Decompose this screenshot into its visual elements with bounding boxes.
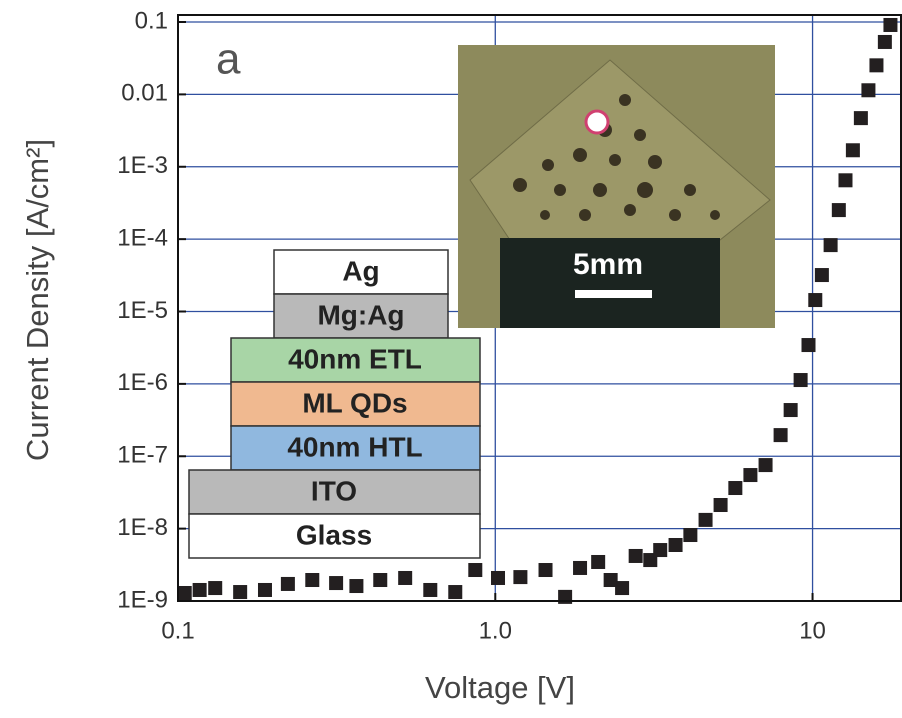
y-tick-label: 1E-5 (117, 297, 168, 324)
data-point (823, 238, 838, 253)
y-axis-label: Current Density [A/cm²] (20, 139, 55, 461)
y-tick-label: 0.1 (135, 7, 168, 34)
data-point (861, 83, 876, 98)
data-point (773, 428, 788, 443)
data-point (743, 468, 758, 483)
data-point (845, 143, 860, 158)
data-point (305, 573, 320, 588)
data-point (192, 582, 207, 597)
data-point (698, 512, 713, 527)
data-point (280, 576, 295, 591)
y-tick-label: 1E-4 (117, 224, 168, 251)
data-point (257, 582, 272, 597)
y-tick-label: 1E-9 (117, 586, 168, 613)
data-point (883, 17, 898, 32)
data-point (853, 111, 868, 126)
device-stack: Ag Mg:Ag 40nm ETL ML QDs 40nm HTL ITO Gl… (188, 249, 481, 559)
y-tick-label: 1E-3 (117, 152, 168, 179)
x-tick-label: 10 (799, 617, 826, 644)
data-point (758, 458, 773, 473)
x-tick-label: 0.1 (161, 617, 194, 644)
x-axis-label: Voltage [V] (425, 670, 575, 705)
data-point (591, 554, 606, 569)
data-point (398, 570, 413, 585)
data-point (208, 581, 223, 596)
data-point (628, 548, 643, 563)
y-tick-label: 1E-6 (117, 369, 168, 396)
data-point (668, 537, 683, 552)
data-point (801, 338, 816, 353)
data-point (573, 560, 588, 575)
data-point (728, 481, 743, 496)
plot-frame (177, 14, 902, 602)
layer-label: 40nm ETL (288, 343, 422, 374)
layer-label: 40nm HTL (287, 431, 422, 462)
data-point (808, 293, 823, 308)
y-tick-label: 1E-8 (117, 514, 168, 541)
data-point (349, 579, 364, 594)
data-point (783, 403, 798, 418)
y-tick-label: 1E-7 (117, 442, 168, 469)
layer-label: ITO (311, 475, 357, 506)
scale-bar-label: 5mm (573, 248, 643, 281)
y-tick-label: 0.01 (121, 80, 168, 107)
data-point (423, 582, 438, 597)
layer-label: Glass (296, 519, 372, 550)
data-point (448, 585, 463, 600)
data-point (373, 573, 388, 588)
data-point (831, 203, 846, 218)
data-point (491, 570, 506, 585)
x-tick-label: 1.0 (479, 617, 512, 644)
data-point (877, 34, 892, 49)
data-point (538, 563, 553, 578)
layer-label: Ag (342, 255, 379, 286)
panel-label: a (216, 35, 241, 84)
data-point (653, 543, 668, 558)
data-point (814, 268, 829, 283)
data-point (329, 576, 344, 591)
layer-label: ML QDs (302, 387, 407, 418)
data-point (513, 570, 528, 585)
data-point (233, 585, 248, 600)
data-point (468, 563, 483, 578)
data-point (177, 585, 192, 600)
data-point (713, 498, 728, 513)
device-photo: 5mm (458, 45, 775, 328)
data-point (603, 573, 618, 588)
data-point (615, 581, 630, 596)
data-point (838, 173, 853, 188)
data-point (869, 58, 884, 73)
data-point (793, 373, 808, 388)
layer-label: Mg:Ag (317, 299, 404, 330)
data-point (683, 528, 698, 543)
